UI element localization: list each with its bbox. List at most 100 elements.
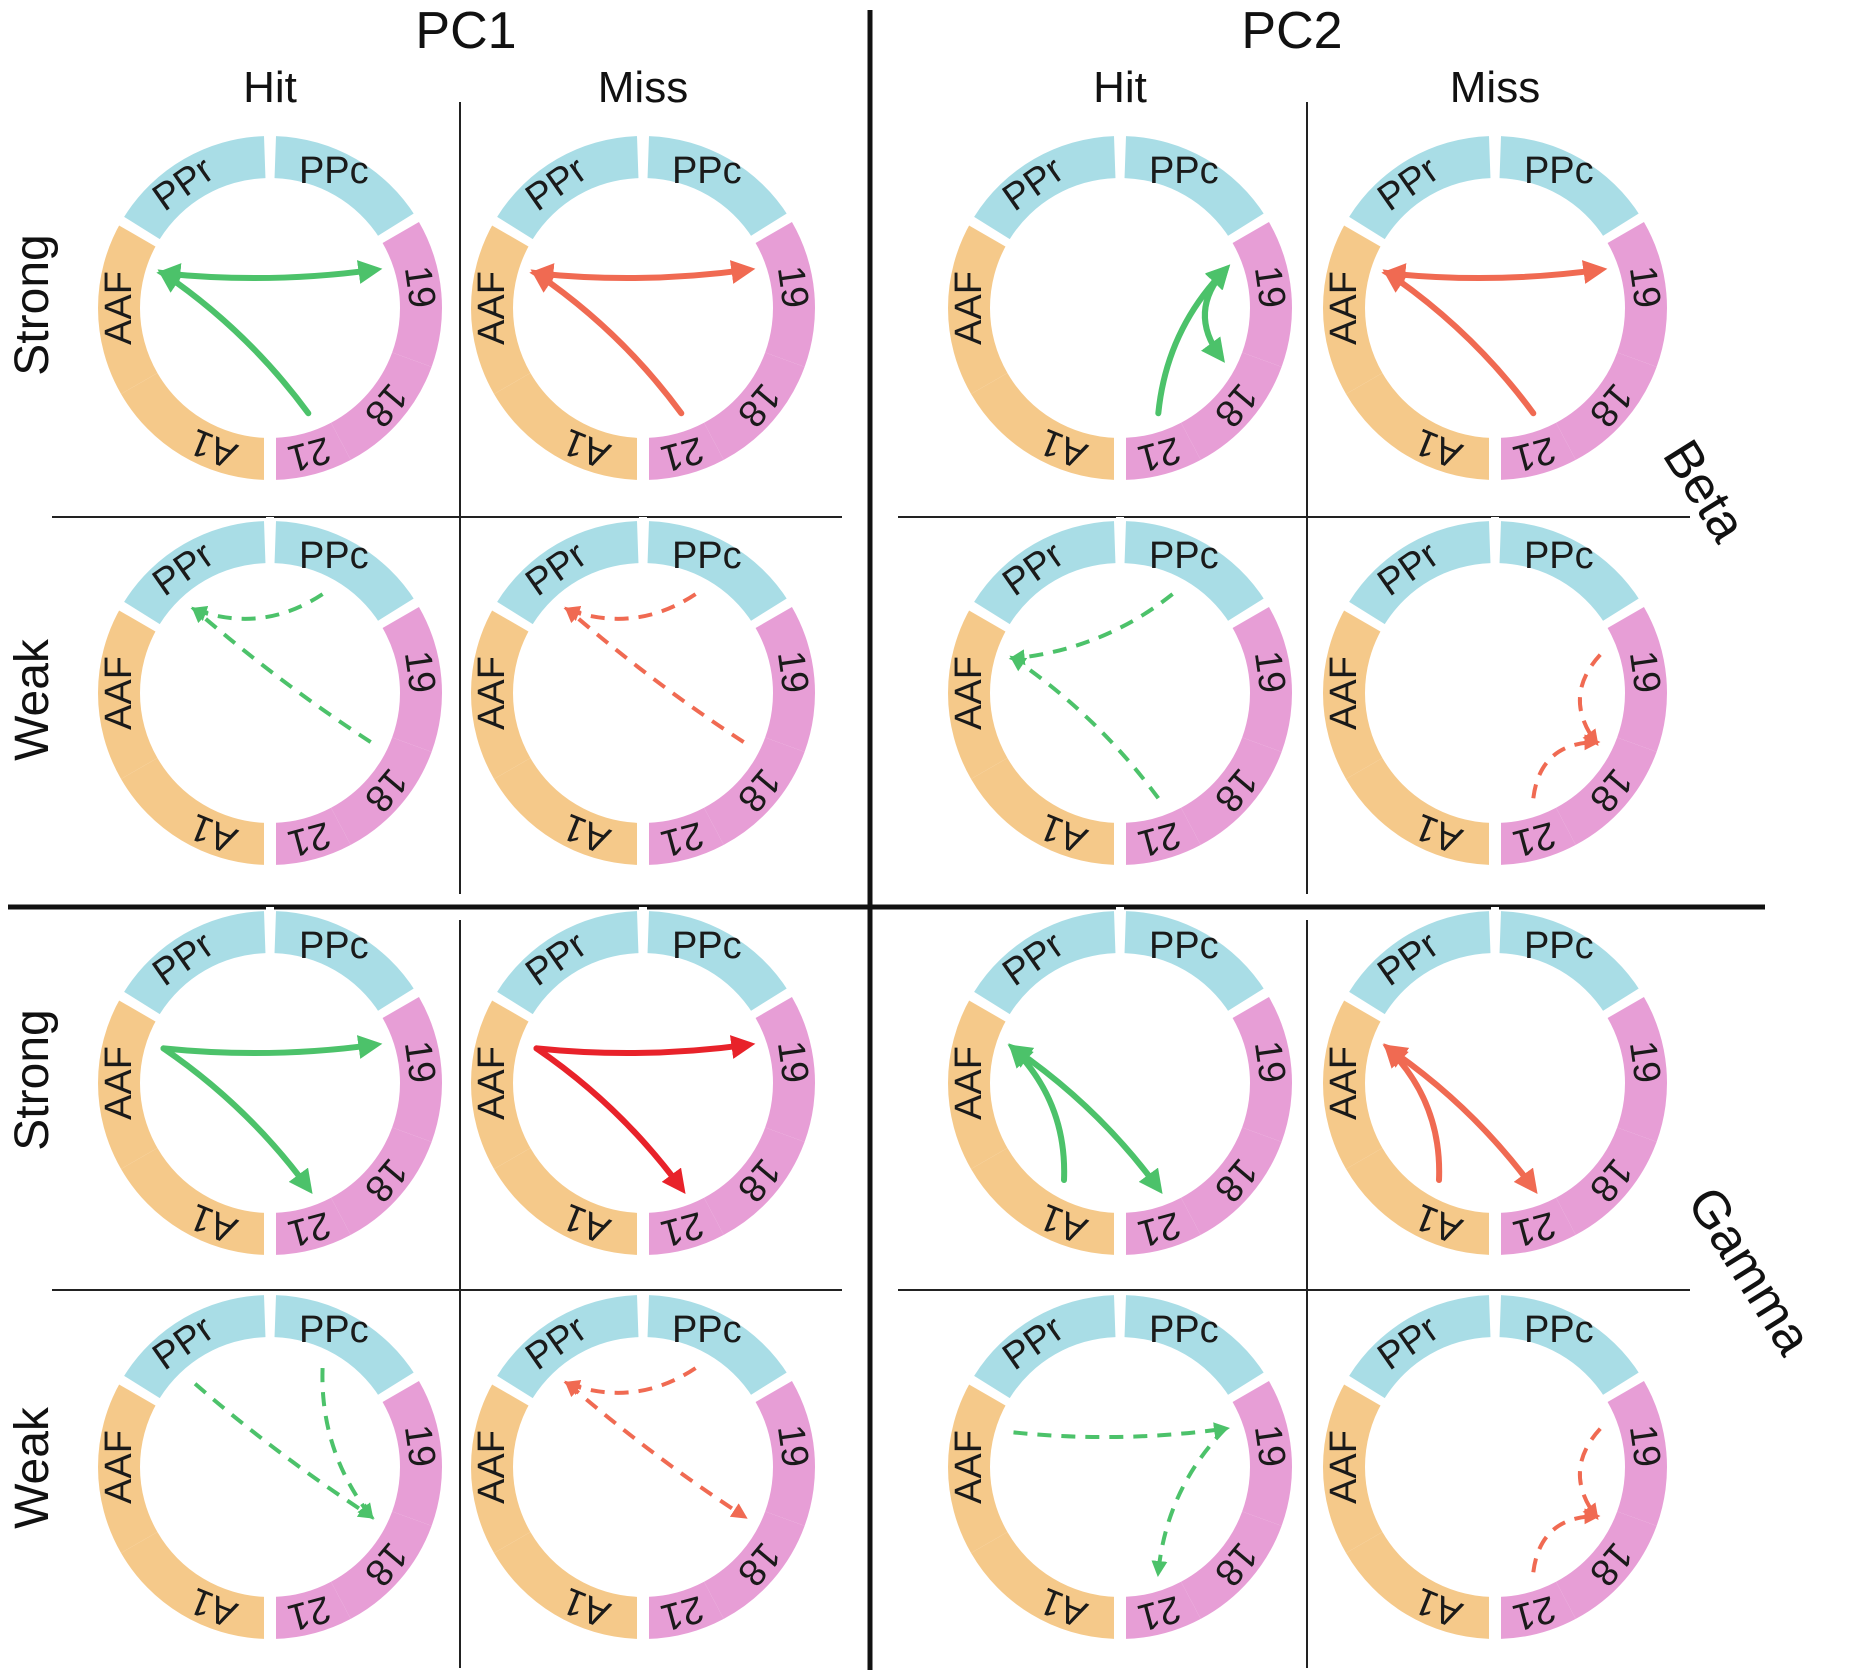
region-label: 19 — [769, 263, 816, 311]
segment-gap — [965, 216, 1013, 249]
main-dividers — [8, 10, 1765, 1670]
band-label-beta: Beta — [1651, 430, 1757, 552]
region-label: PPc — [672, 535, 742, 577]
region-segment — [1499, 422, 1576, 480]
connection-arrow — [1577, 653, 1602, 746]
segment-gap — [488, 601, 536, 634]
region-label: PPc — [672, 925, 742, 967]
region-segment — [971, 373, 1116, 480]
region-segment — [704, 1511, 805, 1619]
region-segment — [274, 911, 416, 1015]
connection-arrow — [529, 260, 756, 288]
region-segment — [1181, 352, 1282, 460]
region-segment — [948, 997, 1008, 1169]
segment-gap — [1224, 986, 1272, 1020]
connection-arrow — [1009, 655, 1160, 800]
column-label-hit: Hit — [243, 63, 297, 112]
region-segment — [1181, 1511, 1282, 1619]
region-segment — [494, 1532, 639, 1639]
region-segment — [1232, 607, 1293, 752]
segment-gap — [1340, 1375, 1388, 1408]
region-segment — [331, 1127, 432, 1235]
band-label-gamma: Gamma — [1676, 1177, 1823, 1365]
region-segment — [1556, 1127, 1657, 1235]
row-label-weak: Weak — [6, 1406, 59, 1529]
connection-arrow — [1531, 734, 1601, 799]
region-segment — [1607, 607, 1667, 752]
region-label: PPc — [672, 150, 742, 192]
region-segment — [647, 1581, 724, 1639]
segment-gap — [374, 211, 422, 245]
region-label: AAF — [98, 1046, 140, 1120]
row-label-weak: Weak — [6, 638, 59, 761]
region-segment — [704, 1127, 805, 1235]
region-segment — [121, 1148, 266, 1255]
segment-gap — [374, 596, 422, 630]
region-segment — [274, 1295, 416, 1399]
column-label-miss: Miss — [1450, 63, 1540, 112]
region-segment — [1124, 911, 1266, 1015]
region-segment — [971, 1532, 1116, 1639]
segment-gap — [1599, 211, 1647, 245]
region-segment — [274, 136, 416, 240]
region-segment — [1349, 136, 1491, 240]
region-segment — [1499, 521, 1641, 625]
region-segment — [1349, 521, 1491, 625]
region-label: 19 — [1621, 1422, 1668, 1470]
segment-gap — [374, 986, 422, 1020]
region-segment — [497, 521, 639, 625]
region-segment — [1124, 1295, 1266, 1399]
region-segment — [1232, 222, 1293, 367]
row-label-strong: Strong — [6, 1009, 59, 1150]
region-label: AAF — [1323, 271, 1365, 345]
region-segment — [1124, 521, 1266, 625]
segment-gap — [747, 211, 795, 245]
segment-gap — [965, 601, 1013, 634]
region-segment — [1323, 222, 1383, 394]
segment-gap — [374, 1370, 422, 1404]
region-label: 19 — [1621, 263, 1668, 311]
connection-arrow — [1007, 1044, 1163, 1195]
segment-gap — [115, 601, 163, 634]
region-segment — [471, 1381, 531, 1553]
connection-arrow — [533, 1035, 756, 1059]
segment-gap — [965, 991, 1013, 1024]
region-segment — [1323, 607, 1383, 779]
region-label: PPc — [1149, 535, 1219, 577]
segment-gap — [965, 1375, 1013, 1408]
column-label-miss: Miss — [598, 63, 688, 112]
segment-gap — [115, 216, 163, 249]
region-label: 19 — [769, 1422, 816, 1470]
region-segment — [494, 758, 639, 865]
region-segment — [1499, 1295, 1641, 1399]
region-segment — [755, 1381, 816, 1526]
region-segment — [647, 422, 724, 480]
region-label: AAF — [948, 656, 990, 730]
region-segment — [1124, 422, 1201, 480]
region-segment — [647, 1295, 789, 1399]
region-segment — [1124, 807, 1201, 865]
region-segment — [1499, 1197, 1576, 1255]
connection-arrow — [1383, 1043, 1443, 1183]
region-label: PPc — [672, 1309, 742, 1351]
pc2-label: PC2 — [1241, 2, 1342, 60]
region-label: PPc — [1149, 925, 1219, 967]
region-segment — [755, 222, 815, 367]
connection-arrow — [1382, 1044, 1538, 1195]
region-segment — [1346, 758, 1491, 865]
connection-arrow — [1008, 592, 1174, 666]
region-label: 19 — [1246, 648, 1293, 696]
connection-arrow — [193, 1382, 375, 1519]
segment-gap — [115, 991, 163, 1024]
region-label: PPc — [1149, 150, 1219, 192]
region-label: AAF — [471, 656, 513, 730]
